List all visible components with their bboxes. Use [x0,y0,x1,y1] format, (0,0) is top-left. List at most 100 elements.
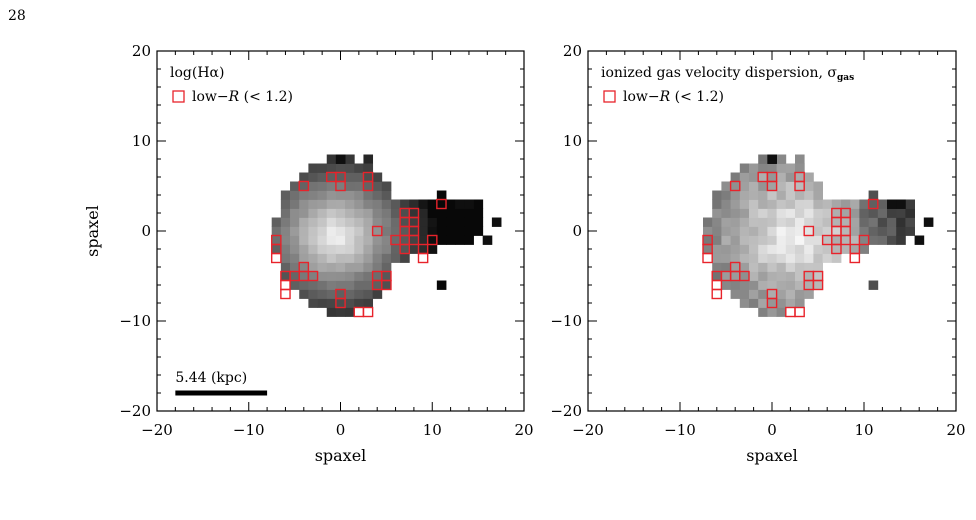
heatmap-spaxel [795,217,805,227]
heatmap-spaxel [390,244,401,254]
heatmap-spaxel [776,244,787,254]
heatmap-spaxel [905,226,915,236]
heatmap-spaxel [749,289,759,299]
x-tick-label: −20 [141,421,173,439]
heatmap-spaxel [354,226,364,236]
heatmap-spaxel [308,289,318,299]
heatmap-spaxel [372,217,383,227]
heatmap-spaxel [427,244,438,254]
heatmap-spaxel [813,253,823,263]
sigma-gas-title-main: ionized gas velocity dispersion, σ [601,65,837,81]
heatmap-spaxel [859,199,869,209]
heatmap-spaxel [271,244,282,254]
heatmap-spaxel [363,208,374,218]
heatmap-spaxel [758,154,768,164]
halpha-axis-ticks: −20 −10 0 10 20 −20 −10 0 10 20 [119,42,533,439]
heatmap-spaxel [831,226,842,236]
heatmap-spaxel [767,208,777,218]
heatmap-spaxel [785,280,796,290]
heatmap-spaxel [923,217,934,227]
heatmap-spaxel [730,262,741,272]
heatmap-spaxel [795,271,805,281]
heatmap-spaxel [446,235,456,245]
heatmap-spaxel [868,226,879,236]
heatmap-spaxel [345,289,355,299]
heatmap-spaxel [730,226,741,236]
x-tick-label: 0 [767,421,777,439]
heatmap-spaxel [363,253,374,263]
heatmap-spaxel [363,226,374,236]
heatmap-spaxel [317,226,328,236]
heatmap-spaxel [804,271,814,281]
heatmap-spaxel [381,253,392,263]
heatmap-spaxel [795,172,805,182]
heatmap-spaxel [721,199,731,209]
heatmap-spaxel [730,280,741,290]
heatmap-spaxel [776,217,787,227]
heatmap-spaxel [859,235,869,245]
heatmap-spaxel [776,235,787,245]
heatmap-spaxel [326,217,337,227]
sigma-gas-legend-marker [603,90,616,103]
heatmap-spaxel [280,253,291,263]
low-r-marker [849,252,861,264]
heatmap-spaxel [795,262,805,272]
heatmap-spaxel [721,244,731,254]
heatmap-spaxel [721,190,731,200]
heatmap-spaxel [868,280,879,290]
heatmap-spaxel [381,262,392,272]
heatmap-spaxel [739,199,750,209]
halpha-legend-label: low−R (< 1.2) [192,89,293,105]
heatmap-spaxel [299,181,309,191]
heatmap-spaxel [712,253,722,263]
low-r-marker [803,225,815,237]
heatmap-spaxel [739,181,750,191]
heatmap-spaxel [271,226,282,236]
heatmap-spaxel [400,208,410,218]
heatmap-spaxel [730,271,741,281]
heatmap-spaxel [804,226,814,236]
heatmap-spaxel [271,217,282,227]
heatmap-spaxel [372,190,383,200]
heatmap-spaxel [345,307,355,317]
heatmap-spaxel [905,208,915,218]
heatmap-spaxel [795,181,805,191]
heatmap-spaxel [335,181,346,191]
heatmap-spaxel [739,298,750,308]
heatmap-spaxel [758,289,768,299]
heatmap-spaxel [831,199,842,209]
x-tick-label: 10 [423,421,442,439]
heatmap-spaxel [749,253,759,263]
y-tick-label: −20 [550,402,582,420]
heatmap-spaxel [280,208,291,218]
heatmap-spaxel [308,208,318,218]
low-r-marker [335,297,346,309]
low-r-marker [362,180,374,192]
heatmap-spaxel [804,280,814,290]
heatmap-spaxel [758,172,768,182]
heatmap-spaxel [473,217,484,227]
heatmap-spaxel [335,163,346,173]
low-r-marker [785,306,796,318]
low-r-marker [270,252,282,264]
heatmap-spaxel [409,208,419,218]
heatmap-spaxel [290,226,300,236]
heatmap-spaxel [813,262,823,272]
heatmap-spaxel [749,208,759,218]
heatmap-spaxel [308,253,318,263]
low-r-marker [298,180,310,192]
heatmap-spaxel [758,235,768,245]
heatmap-spaxel [767,226,777,236]
heatmap-spaxel [326,244,337,254]
heatmap-spaxel [758,280,768,290]
heatmap-spaxel [739,289,750,299]
heatmap-spaxel [776,271,787,281]
heatmap-spaxel [473,208,484,218]
heatmap-spaxel [299,172,309,182]
heatmap-spaxel [776,253,787,263]
heatmap-spaxel [418,208,429,218]
heatmap-spaxel [326,154,337,164]
heatmap-spaxel [795,163,805,173]
heatmap-spaxel [409,199,419,209]
heatmap-spaxel [795,190,805,200]
